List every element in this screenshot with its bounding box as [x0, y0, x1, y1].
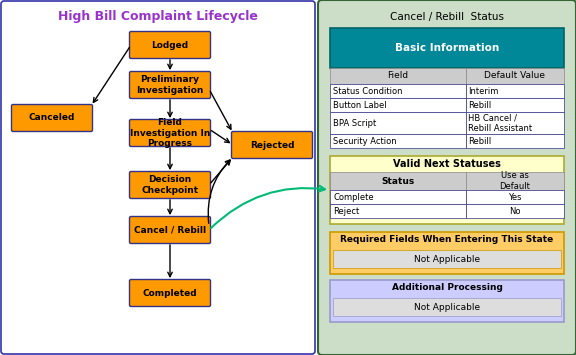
- Text: Field: Field: [387, 71, 408, 81]
- FancyBboxPatch shape: [330, 280, 564, 322]
- FancyBboxPatch shape: [130, 120, 210, 147]
- Text: Rebill: Rebill: [468, 137, 491, 146]
- FancyBboxPatch shape: [130, 171, 210, 198]
- Text: Lodged: Lodged: [151, 40, 188, 49]
- Text: Security Action: Security Action: [333, 137, 397, 146]
- FancyBboxPatch shape: [130, 279, 210, 306]
- FancyBboxPatch shape: [466, 68, 564, 84]
- Text: Rebill: Rebill: [468, 100, 491, 109]
- Text: Default Value: Default Value: [484, 71, 545, 81]
- Text: Required Fields When Entering This State: Required Fields When Entering This State: [340, 235, 554, 245]
- FancyBboxPatch shape: [466, 112, 564, 134]
- FancyBboxPatch shape: [330, 204, 466, 218]
- FancyBboxPatch shape: [466, 190, 564, 204]
- FancyBboxPatch shape: [330, 190, 466, 204]
- FancyBboxPatch shape: [1, 1, 315, 354]
- Text: Use as
Default: Use as Default: [499, 171, 530, 191]
- Text: Rejected: Rejected: [250, 141, 294, 149]
- Text: Interim: Interim: [468, 87, 498, 95]
- Text: Cancel / Rebill  Status: Cancel / Rebill Status: [390, 12, 504, 22]
- Text: BPA Script: BPA Script: [333, 119, 376, 127]
- FancyBboxPatch shape: [330, 28, 564, 68]
- FancyBboxPatch shape: [130, 217, 210, 244]
- Text: Valid Next Statuses: Valid Next Statuses: [393, 159, 501, 169]
- FancyBboxPatch shape: [232, 131, 313, 158]
- FancyBboxPatch shape: [330, 134, 466, 148]
- Text: No: No: [509, 207, 521, 215]
- Text: Cancel / Rebill: Cancel / Rebill: [134, 225, 206, 235]
- FancyBboxPatch shape: [466, 98, 564, 112]
- Text: Complete: Complete: [333, 192, 374, 202]
- FancyBboxPatch shape: [466, 172, 564, 190]
- Text: HB Cancel /
Rebill Assistant: HB Cancel / Rebill Assistant: [468, 113, 532, 133]
- Text: Additional Processing: Additional Processing: [392, 284, 502, 293]
- FancyBboxPatch shape: [330, 156, 564, 224]
- FancyBboxPatch shape: [330, 172, 466, 190]
- Text: Not Applicable: Not Applicable: [414, 302, 480, 311]
- Text: Preliminary
Investigation: Preliminary Investigation: [137, 75, 204, 95]
- FancyBboxPatch shape: [466, 84, 564, 98]
- FancyBboxPatch shape: [130, 32, 210, 59]
- FancyBboxPatch shape: [330, 112, 466, 134]
- Text: Completed: Completed: [143, 289, 198, 297]
- FancyBboxPatch shape: [130, 71, 210, 98]
- FancyBboxPatch shape: [12, 104, 93, 131]
- FancyBboxPatch shape: [318, 0, 576, 355]
- Text: Not Applicable: Not Applicable: [414, 255, 480, 263]
- FancyBboxPatch shape: [330, 98, 466, 112]
- Text: Field
Investigation In
Progress: Field Investigation In Progress: [130, 118, 210, 148]
- FancyBboxPatch shape: [466, 134, 564, 148]
- Text: High Bill Complaint Lifecycle: High Bill Complaint Lifecycle: [58, 10, 258, 23]
- FancyBboxPatch shape: [330, 84, 466, 98]
- Text: Status: Status: [381, 176, 415, 186]
- Text: Button Label: Button Label: [333, 100, 386, 109]
- FancyBboxPatch shape: [333, 298, 561, 316]
- Text: Reject: Reject: [333, 207, 359, 215]
- Text: Canceled: Canceled: [29, 114, 75, 122]
- FancyBboxPatch shape: [466, 204, 564, 218]
- Text: Basic Information: Basic Information: [395, 43, 499, 53]
- FancyBboxPatch shape: [333, 250, 561, 268]
- Text: Status Condition: Status Condition: [333, 87, 403, 95]
- FancyBboxPatch shape: [330, 232, 564, 274]
- Text: Yes: Yes: [508, 192, 522, 202]
- FancyBboxPatch shape: [330, 68, 466, 84]
- Text: Decision
Checkpoint: Decision Checkpoint: [142, 175, 199, 195]
